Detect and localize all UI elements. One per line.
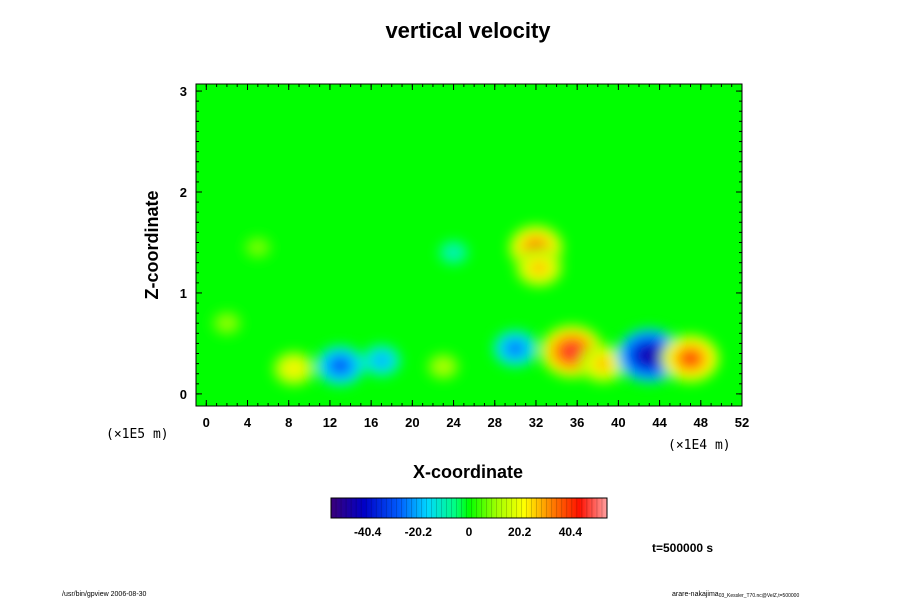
y-axis-label: Z-coordinate xyxy=(142,190,162,299)
velocity-cell xyxy=(492,329,538,368)
velocity-cell xyxy=(243,235,273,260)
velocity-cell xyxy=(661,334,720,383)
x-tick-label: 40 xyxy=(611,415,625,430)
velocity-contour xyxy=(642,350,656,361)
colorbar-tick-label: 20.2 xyxy=(508,525,532,539)
velocity-contour xyxy=(510,344,520,353)
velocity-cell xyxy=(361,344,402,377)
colorbar-tick-label: 0 xyxy=(466,525,473,539)
footer-right-small: 03_Kessler_T70.nc@VelZ,t=500000 xyxy=(719,593,800,599)
time-label: t=500000 s xyxy=(652,541,713,555)
velocity-cell xyxy=(211,310,243,336)
velocity-contour xyxy=(254,245,261,250)
velocity-contour xyxy=(223,320,230,326)
velocity-cell xyxy=(438,240,469,266)
footer-left: /usr/bin/gpview 2006-08-30 xyxy=(62,591,147,598)
x-axis-label: X-coordinate xyxy=(413,462,523,482)
colorbar-frame xyxy=(330,497,608,519)
velocity-contour xyxy=(684,353,697,364)
velocity-contour xyxy=(377,357,386,364)
x-tick-label: 48 xyxy=(694,415,708,430)
footer-right: arare-nakajima03_Kessler_T70.nc@VelZ,t=5… xyxy=(672,591,799,599)
colorbar-tick-label: -40.4 xyxy=(354,525,382,539)
velocity-contour xyxy=(335,361,346,370)
velocity-contour xyxy=(565,346,579,357)
velocity-cell xyxy=(315,345,365,386)
x-tick-label: 4 xyxy=(244,415,252,430)
x-tick-label: 0 xyxy=(203,415,210,430)
velocity-cell xyxy=(272,351,316,387)
footer-right-main: arare-nakajima xyxy=(672,591,719,598)
x-tick-label: 44 xyxy=(652,415,667,430)
x-tick-label: 24 xyxy=(446,415,461,430)
plot-frame xyxy=(195,83,743,407)
y-tick-label: 0 xyxy=(180,387,187,402)
chart-title: vertical velocity xyxy=(385,18,551,43)
velocity-contour xyxy=(598,359,608,368)
x-tick-label: 16 xyxy=(364,415,378,430)
x-tick-label: 36 xyxy=(570,415,584,430)
x-tick-label: 8 xyxy=(285,415,292,430)
velocity-contour xyxy=(439,363,447,370)
x-tick-label: 52 xyxy=(735,415,749,430)
x-scale-note: (×1E4 m) xyxy=(668,438,731,453)
y-tick-label: 3 xyxy=(180,84,187,99)
velocity-cell xyxy=(426,352,460,381)
colorbar-tick-label: 40.4 xyxy=(559,525,583,539)
x-tick-label: 20 xyxy=(405,415,419,430)
y-tick-label: 1 xyxy=(180,286,187,301)
colorbar-tick-label: -20.2 xyxy=(405,525,433,539)
velocity-contour xyxy=(289,365,299,373)
velocity-cell xyxy=(579,344,627,384)
velocity-cell xyxy=(515,248,563,288)
y-tick-label: 2 xyxy=(180,185,187,200)
velocity-contour xyxy=(534,263,544,272)
y-scale-note: (×1E5 m) xyxy=(106,427,169,442)
colorbar xyxy=(331,498,607,518)
x-tick-label: 28 xyxy=(488,415,502,430)
x-tick-label: 12 xyxy=(323,415,337,430)
velocity-contour xyxy=(450,250,457,256)
x-tick-label: 32 xyxy=(529,415,543,430)
